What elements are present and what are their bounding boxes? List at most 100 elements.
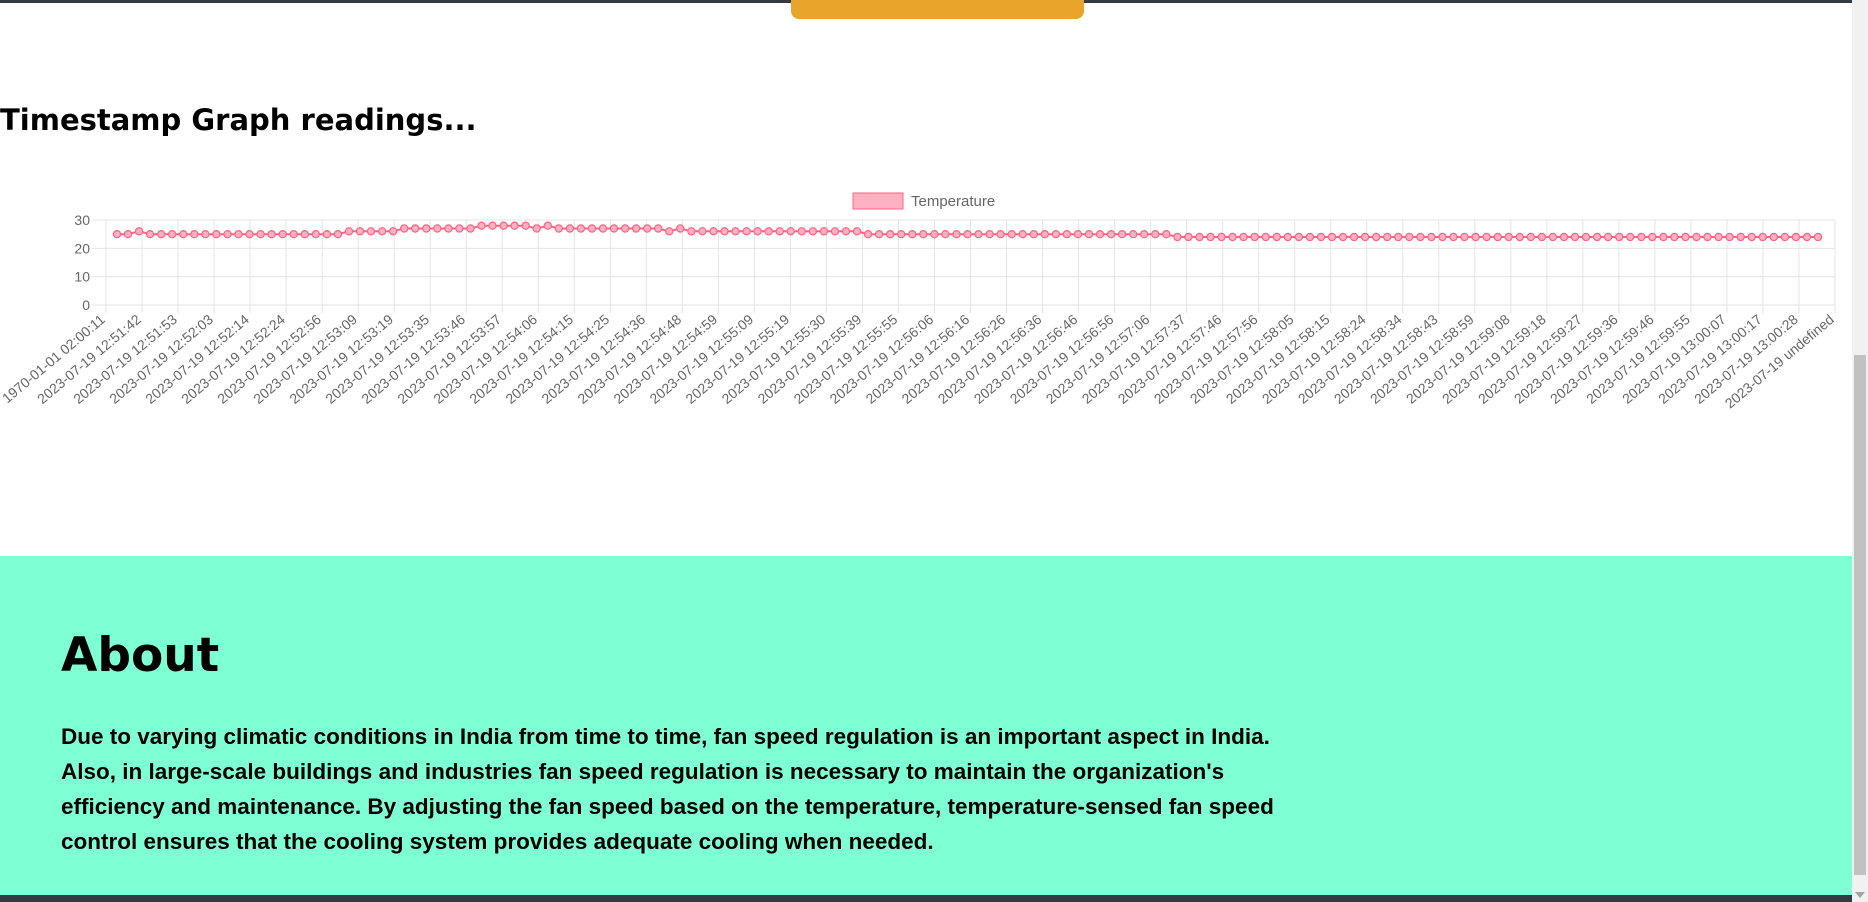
data-point [587,224,597,233]
data-point [388,227,398,236]
footer-bar [0,895,1852,902]
data-point [145,230,155,239]
data-point [687,227,696,236]
data-point [963,230,972,239]
data-point [941,230,950,239]
data-point [311,230,320,239]
data-point [366,227,376,236]
data-point [112,230,122,239]
data-point [179,230,188,239]
data-point [1537,232,1547,242]
data-point [919,230,928,239]
data-point [521,221,530,230]
data-point [1360,232,1370,242]
data-point [1637,232,1646,242]
data-point [1559,232,1569,242]
data-point [1029,230,1039,239]
data-point [742,227,751,236]
data-point [1648,232,1657,242]
data-point [996,230,1005,239]
data-point [267,230,276,239]
page-scrollbar[interactable] [1852,0,1868,902]
data-point [786,227,796,236]
data-point [344,227,354,236]
data-point [411,224,420,233]
data-point [1625,232,1635,242]
data-point [1449,232,1458,242]
y-tick-label: 30 [74,212,90,228]
data-point [1493,232,1502,242]
data-point [797,227,807,236]
data-point [1780,232,1790,242]
data-point [477,221,486,230]
data-point [1206,232,1215,242]
data-point [1681,232,1690,242]
y-tick-label: 20 [74,240,90,256]
data-point [123,230,133,239]
data-point [930,230,939,239]
data-point [1228,232,1237,242]
data-point [377,227,387,236]
data-point [1239,232,1248,242]
graph-section-title: Timestamp Graph readings... [0,103,477,137]
data-point [134,227,144,236]
data-point [1217,232,1226,242]
y-tick-label: 0 [82,297,90,313]
data-point [908,230,917,239]
data-point [720,227,729,236]
data-point [1327,232,1337,242]
data-point [355,227,365,236]
data-point [1769,232,1779,242]
data-point [1095,230,1105,239]
data-point [1151,230,1160,239]
data-point [1128,230,1138,239]
data-point [1802,232,1812,242]
data-point [1438,232,1447,242]
data-point [278,230,287,239]
data-point [1261,232,1270,242]
data-point [1139,230,1149,239]
data-point [1736,232,1745,242]
data-point [665,227,674,236]
data-point [1725,232,1734,242]
data-point [1581,232,1591,242]
data-point [1504,232,1513,242]
data-point [1570,232,1580,242]
scrollbar-thumb[interactable] [1854,355,1866,875]
data-point [1471,232,1480,242]
data-point [985,230,994,239]
data-point [1117,230,1127,239]
data-point [1084,230,1094,239]
about-text: Due to varying climatic conditions in In… [61,724,1274,854]
data-point [1416,232,1425,242]
data-point [863,230,873,239]
data-point [1714,232,1723,242]
data-point [554,224,564,233]
data-point [852,227,862,236]
data-point [422,224,431,233]
data-point [1548,232,1558,242]
top-accent-tab[interactable] [791,0,1084,19]
data-point [1670,232,1679,242]
data-point [1371,232,1381,242]
data-point [333,230,343,239]
data-point [543,221,553,230]
data-point [289,230,298,239]
data-point [1316,232,1326,242]
legend-swatch [852,192,904,210]
data-point [874,230,884,239]
data-point [1460,232,1469,242]
data-point [510,221,519,230]
data-point [609,224,619,233]
data-point [1173,232,1182,242]
data-point [433,224,442,233]
data-point [565,224,575,233]
scroll-down-arrow-icon[interactable] [1855,892,1865,898]
data-point [1758,232,1768,242]
data-point [620,224,630,233]
data-point [886,230,895,239]
data-point [1515,232,1525,242]
data-point [322,230,332,239]
data-point [1614,232,1624,242]
